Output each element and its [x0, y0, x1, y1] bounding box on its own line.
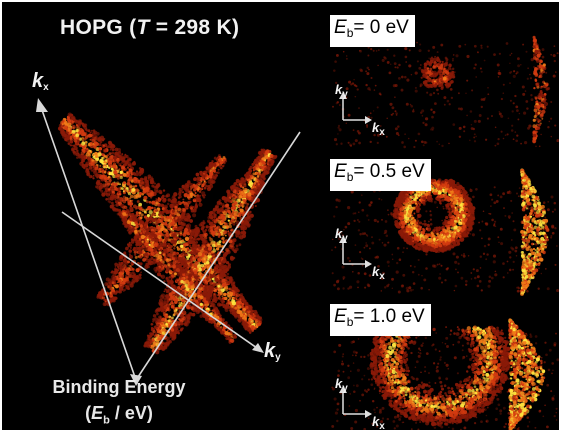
ky-axis-line — [135, 131, 301, 381]
title-suffix: = 298 K) — [149, 16, 240, 39]
panel-axes-icons — [339, 92, 372, 418]
panel2-kx-label: kx — [372, 264, 385, 282]
panel1-ky-label: ky — [335, 82, 348, 100]
panel3-kx-label: kx — [372, 414, 385, 432]
ky-axis-label: ky — [264, 340, 281, 363]
binding-energy-title: Binding Energy — [52, 377, 186, 397]
panel-label-eb-10: Eb= 1.0 eV — [330, 304, 431, 336]
panel-eb-10-image — [331, 318, 559, 430]
energy-arrowhead — [130, 374, 142, 386]
title-prefix: HOPG ( — [60, 16, 137, 39]
main-axes — [36, 98, 301, 386]
binding-energy-units: (Eb / eV) — [85, 403, 153, 427]
ky-axis-line — [61, 211, 258, 349]
panel-eb-0-image — [332, 35, 559, 149]
panel-label-eb-05: Eb= 0.5 eV — [330, 159, 431, 191]
dirac-cone-3d — [57, 112, 278, 355]
panel2-ky-label: ky — [335, 226, 348, 244]
panel3-ky-label: ky — [335, 376, 348, 394]
panel-label-eb-0: Eb= 0 eV — [330, 15, 415, 47]
figure-title: HOPG (T = 298 K) — [60, 16, 239, 40]
kx-axis-label: kx — [32, 70, 49, 93]
title-temperature-variable: T — [136, 16, 150, 39]
kx-arrowhead — [36, 98, 48, 112]
ky-arrowhead — [252, 343, 264, 353]
panel1-kx-label: kx — [372, 120, 385, 138]
panel-eb-05-image — [331, 168, 559, 296]
binding-energy-label: Binding Energy (Eb / eV) — [19, 374, 219, 430]
kx-axis-line — [41, 109, 137, 381]
